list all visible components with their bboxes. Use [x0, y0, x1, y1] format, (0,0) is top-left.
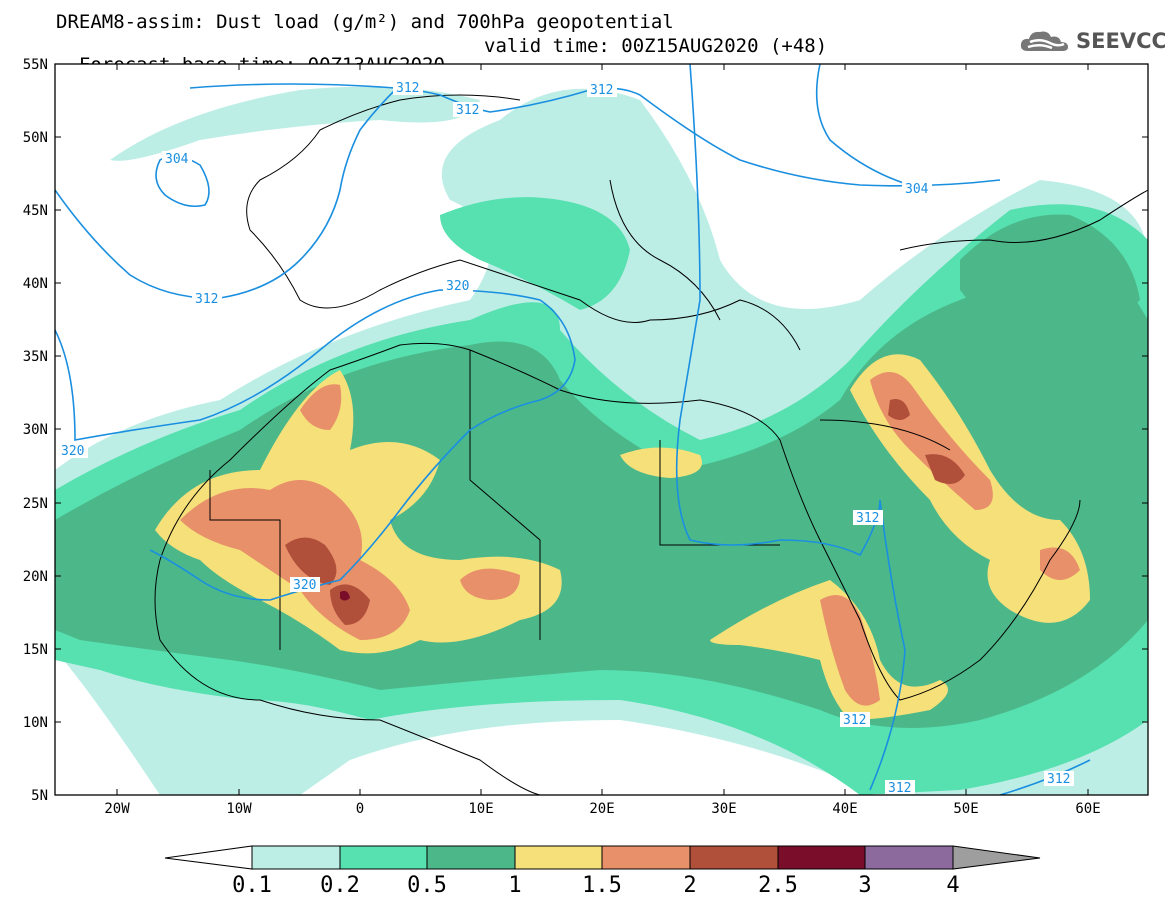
lon-label: 10E: [468, 801, 494, 817]
valid-time: valid time: 00Z15AUG2020 (+48): [484, 35, 828, 57]
seevccc-logo: SEEVCCC: [1018, 27, 1165, 55]
lat-label: 5N: [31, 788, 48, 804]
dust-level-2-sahara: [285, 537, 337, 585]
logo-text: SEEVCCC: [1076, 29, 1165, 53]
lat-label: 30N: [22, 422, 48, 438]
lat-label: 25N: [22, 496, 48, 512]
contour-label: 312: [590, 83, 613, 98]
colorbar-low-arrow: [164, 845, 253, 870]
axis-ticks: [55, 63, 1148, 796]
colorbar-label: 2: [683, 873, 697, 898]
colorbar-label: 3: [858, 873, 872, 898]
lat-label: 15N: [22, 642, 48, 658]
lon-label: 10W: [226, 801, 252, 817]
colorbar-box-5: [689, 845, 779, 870]
lon-label: 0: [355, 801, 365, 817]
contour-312-east: [675, 64, 906, 791]
contour-label: 320: [446, 279, 469, 294]
dust-level-1-west: [155, 370, 562, 654]
colorbar-label: 4: [946, 873, 960, 898]
lon-label: 20E: [589, 801, 615, 817]
colorbar-box-7: [864, 845, 954, 870]
colorbar-box-2: [426, 845, 516, 870]
dust-fields: [55, 86, 1148, 795]
lon-label: 20W: [104, 801, 130, 817]
colorbar-label: 0.2: [320, 873, 360, 898]
contour-label: 312: [1047, 772, 1070, 787]
colorbar-label: 2.5: [758, 873, 798, 898]
dust-level-1-5-ethiopia: [820, 595, 880, 706]
colorbar-box-4: [601, 845, 691, 870]
dust-level-2-iraq2: [925, 454, 965, 484]
contour-304-north: [815, 64, 921, 189]
lat-label: 50N: [22, 130, 48, 146]
contour-label: 320: [293, 578, 316, 593]
dust-level-0-2-europe: [440, 197, 630, 310]
contour-label: 312: [888, 781, 911, 796]
lat-label: 35N: [22, 349, 48, 365]
cloud-logo-icon: [1020, 31, 1068, 51]
contour-312-west: [55, 89, 396, 299]
dust-level-1-libya: [620, 447, 702, 478]
dust-level-0-1-north: [110, 86, 480, 161]
colorbar-label: 0.5: [407, 873, 447, 898]
lon-label: 50E: [953, 801, 979, 817]
contour-label: 312: [456, 103, 479, 118]
dust-level-1-5-oman: [1040, 547, 1080, 580]
lat-label: 20N: [22, 569, 48, 585]
lat-label: 10N: [22, 715, 48, 731]
dust-level-2-5-core: [340, 590, 350, 601]
contour-label: 304: [905, 182, 929, 197]
colorbar-box-1: [339, 845, 428, 870]
lat-label: 40N: [22, 276, 48, 292]
contour-label: 312: [195, 292, 218, 307]
contour-label: 312: [396, 81, 419, 96]
colorbar-label: 1: [508, 873, 522, 898]
lat-label: 45N: [22, 203, 48, 219]
map-title: DREAM8-assim: Dust load (g/m²) and 700hP…: [56, 11, 674, 33]
dust-level-0-5-blacksea: [960, 214, 1140, 332]
dust-level-2-iraq: [888, 399, 910, 420]
colorbar-box-0: [251, 845, 341, 870]
contour-label: 312: [856, 511, 879, 526]
colorbar-box-6: [777, 845, 866, 870]
colorbar-high-arrow: [952, 845, 1041, 870]
contour-label: 312: [843, 713, 866, 728]
contour-label: 304: [165, 152, 189, 167]
dust-level-1-5-chad: [460, 568, 520, 600]
lon-label: 30E: [711, 801, 737, 817]
colorbar-label: 1.5: [582, 873, 622, 898]
contour-label-group: 312 312 312 304 304 312 320 320 320 312 …: [58, 80, 1074, 796]
lon-label: 60E: [1075, 801, 1101, 817]
dust-level-1-5-west2: [300, 384, 342, 430]
contour-label: 320: [61, 444, 84, 459]
lat-label: 55N: [22, 57, 48, 73]
lon-label: 40E: [832, 801, 858, 817]
colorbar-box-3: [514, 845, 603, 870]
colorbar: [164, 845, 1041, 870]
colorbar-label: 0.1: [232, 873, 272, 898]
